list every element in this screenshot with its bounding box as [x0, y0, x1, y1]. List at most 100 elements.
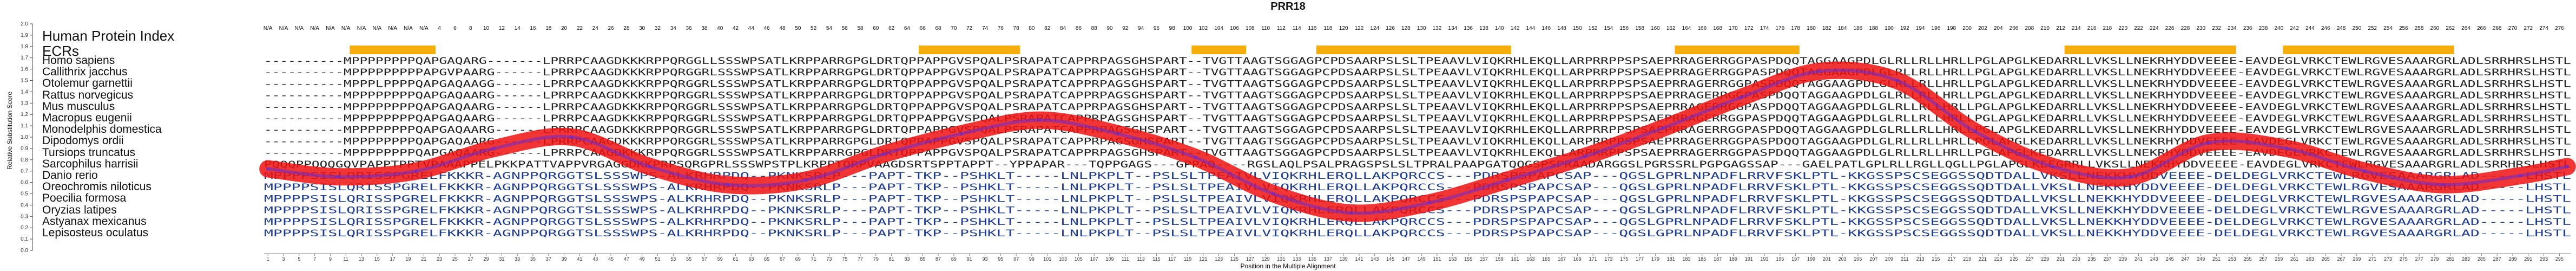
human-index-label: 256	[2399, 25, 2408, 31]
x-tick-label: 149	[1418, 256, 1426, 262]
species-label: Oryzias latipes	[42, 203, 117, 216]
human-index-label: 70	[951, 25, 957, 31]
x-tick-label: 281	[2446, 256, 2454, 262]
alignment-row-sequence: PQQQPPQQQGQVPAPPTPPTVPAAAPPELPKKPATTVAPP…	[264, 159, 2571, 170]
human-index-label: 134	[1448, 25, 1457, 31]
human-index-label: 194	[1916, 25, 1925, 31]
human-index-label: 124	[1370, 25, 1379, 31]
human-index-label: 42	[733, 25, 739, 31]
ecr-bar	[919, 46, 1020, 54]
human-index-label: 200	[1962, 25, 1972, 31]
human-index-label: 156	[1619, 25, 1629, 31]
human-index-label: N/A	[388, 25, 397, 31]
x-tick-label: 97	[1013, 256, 1019, 262]
x-tick-label: 229	[2041, 256, 2049, 262]
x-tick-label: 209	[1885, 256, 1893, 262]
x-tick-label: 155	[1464, 256, 1472, 262]
human-index-label: 164	[1682, 25, 1691, 31]
score-point	[2519, 174, 2522, 178]
species-label: Sarcophilus harrisii	[42, 157, 139, 170]
human-index-label: 22	[577, 25, 583, 31]
x-tick-label: 293	[2540, 256, 2548, 262]
species-label: Danio rerio	[42, 169, 98, 182]
x-tick-label: 111	[1122, 256, 1129, 262]
human-index-label: 46	[764, 25, 770, 31]
x-tick-label: 185	[1698, 256, 1706, 262]
human-index-label: 252	[2368, 25, 2377, 31]
x-tick-label: 239	[2119, 256, 2127, 262]
x-tick-label: 83	[904, 256, 910, 262]
x-tick-label: 205	[1854, 256, 1862, 262]
human-index-label: 50	[795, 25, 801, 31]
x-tick-label: 255	[2244, 256, 2252, 262]
human-index-label: 150	[1573, 25, 1582, 31]
x-tick-label: 267	[2337, 256, 2346, 262]
score-point	[1116, 132, 1119, 136]
x-tick-label: 165	[1542, 256, 1550, 262]
score-point	[492, 146, 496, 150]
score-point	[726, 183, 730, 186]
human-index-label: 40	[717, 25, 723, 31]
ecr-bar	[2283, 46, 2454, 54]
human-index-label: 90	[1106, 25, 1113, 31]
human-protein-index-label: Human Protein Index	[42, 28, 175, 44]
human-index-label: 38	[701, 25, 708, 31]
score-point	[1271, 192, 1275, 196]
x-tick-label: 279	[2430, 256, 2439, 262]
x-tick-label: 17	[390, 256, 396, 262]
x-tick-label: 169	[1573, 256, 1582, 262]
human-index-label: 12	[499, 25, 505, 31]
score-point	[1973, 130, 1977, 133]
human-index-label: 222	[2134, 25, 2143, 31]
x-tick-label: 79	[873, 256, 879, 262]
x-tick-label: 213	[1916, 256, 1925, 262]
human-index-label: 108	[1246, 25, 1255, 31]
human-index-label: 178	[1791, 25, 1800, 31]
human-index-label: 146	[1541, 25, 1551, 31]
human-index-label: 32	[655, 25, 661, 31]
human-index-label: 112	[1277, 25, 1286, 31]
x-tick-label: 197	[1791, 256, 1800, 262]
x-tick-label: 189	[1729, 256, 1737, 262]
human-index-label: 68	[935, 25, 942, 31]
human-index-label: 116	[1308, 25, 1317, 31]
alignment-row-sequence: MPPPPSISLQRISSPGRELFKKKR-AGNPPQRGGTSLSSS…	[264, 228, 2571, 239]
human-index-label: 258	[2415, 25, 2424, 31]
x-tick-label: 81	[889, 256, 894, 262]
x-tick-label: 15	[374, 256, 380, 262]
x-tick-label: 175	[1620, 256, 1628, 262]
human-index-label: 196	[1932, 25, 1941, 31]
human-index-label: 94	[1138, 25, 1144, 31]
x-tick-label: 77	[858, 256, 863, 262]
score-point	[266, 167, 270, 171]
y-tick-label: 0.6	[21, 180, 28, 186]
alignment-row-sequence: MPPPPSISLQRISSPGRELFKKKR-AGNPPQRGGTSLSSS…	[264, 182, 2571, 193]
human-index-label: 88	[1091, 25, 1098, 31]
human-index-label: 120	[1339, 25, 1348, 31]
human-index-label: 72	[966, 25, 973, 31]
x-tick-label: 157	[1480, 256, 1488, 262]
human-index-label: 240	[2274, 25, 2283, 31]
x-tick-label: 19	[405, 256, 411, 262]
human-index-label: 228	[2181, 25, 2190, 31]
human-index-label: 78	[1013, 25, 1020, 31]
ecrs-label: ECRs	[42, 43, 79, 59]
x-tick-label: 225	[2010, 256, 2018, 262]
human-index-label: 86	[1076, 25, 1082, 31]
x-tick-label: 265	[2322, 256, 2330, 262]
ecr-bar	[1316, 46, 1511, 54]
human-index-label: 62	[888, 25, 895, 31]
y-tick-label: 1.6	[21, 67, 28, 73]
human-index-label: 24	[592, 25, 599, 31]
x-tick-label: 201	[1823, 256, 1831, 262]
human-index-label: 242	[2290, 25, 2299, 31]
x-tick-label: 9	[329, 256, 332, 262]
human-index-label: 186	[1854, 25, 1863, 31]
x-tick-label: 11	[344, 256, 348, 262]
score-point	[1895, 79, 1899, 82]
score-point	[2129, 175, 2133, 179]
human-index-label: 48	[779, 25, 786, 31]
x-tick-label: 47	[624, 256, 629, 262]
human-index-label: 180	[1807, 25, 1816, 31]
x-tick-label: 109	[1105, 256, 1114, 262]
